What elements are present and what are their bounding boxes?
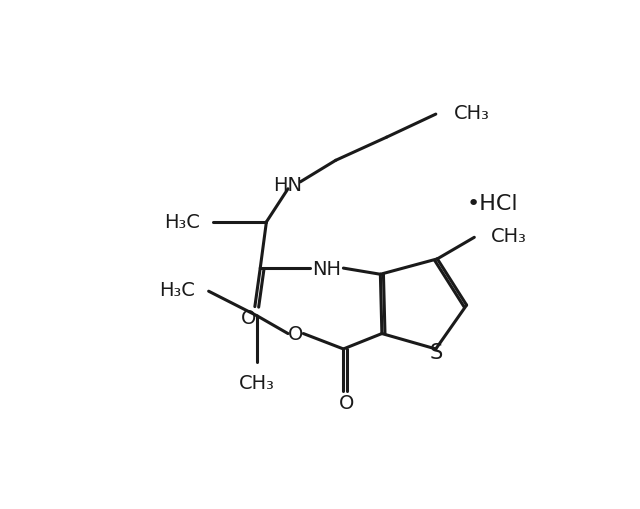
- Text: CH₃: CH₃: [239, 373, 275, 392]
- Text: O: O: [288, 324, 303, 344]
- Text: O: O: [339, 393, 354, 412]
- Text: •HCl: •HCl: [467, 193, 518, 213]
- Text: H₃C: H₃C: [164, 213, 200, 232]
- Text: HN: HN: [273, 176, 303, 195]
- Text: O: O: [241, 308, 257, 327]
- Text: S: S: [429, 343, 442, 362]
- Text: NH: NH: [312, 259, 341, 278]
- Text: H₃C: H₃C: [159, 280, 195, 300]
- Text: CH₃: CH₃: [492, 227, 527, 246]
- Text: CH₃: CH₃: [454, 104, 490, 123]
